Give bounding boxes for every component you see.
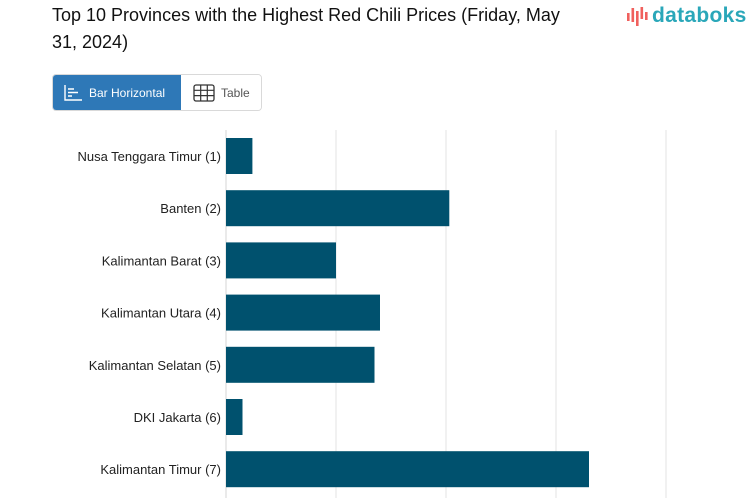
table-label: Table <box>221 85 250 100</box>
category-label: Kalimantan Utara (4) <box>101 306 221 321</box>
databoks-logo: databoks <box>626 4 747 28</box>
category-label: Kalimantan Barat (3) <box>102 253 221 268</box>
view-toggle: Bar Horizontal Table <box>52 74 262 111</box>
table-button[interactable]: Table <box>181 75 261 110</box>
logo-mark-icon <box>627 7 648 26</box>
bar[interactable] <box>226 242 336 279</box>
chart-title: Top 10 Provinces with the Highest Red Ch… <box>52 5 560 52</box>
bar[interactable] <box>226 346 375 383</box>
bar-horizontal-label: Bar Horizontal <box>89 85 166 100</box>
bar-chart-icon <box>64 84 82 101</box>
bar[interactable] <box>226 399 243 435</box>
bar[interactable] <box>226 294 380 331</box>
bar[interactable] <box>226 451 589 488</box>
bar[interactable] <box>226 190 450 227</box>
bar[interactable] <box>226 138 253 174</box>
category-label: Kalimantan Timur (7) <box>100 462 221 477</box>
category-label: Kalimantan Selatan (5) <box>89 358 221 373</box>
bar-horizontal-button[interactable]: Bar Horizontal <box>53 75 181 110</box>
category-label: DKI Jakarta (6) <box>134 410 221 425</box>
brand-name: databoks <box>652 4 747 27</box>
category-label: Banten (2) <box>160 201 221 216</box>
category-label: Nusa Tenggara Timur (1) <box>77 149 221 164</box>
table-grid-icon <box>193 83 215 102</box>
